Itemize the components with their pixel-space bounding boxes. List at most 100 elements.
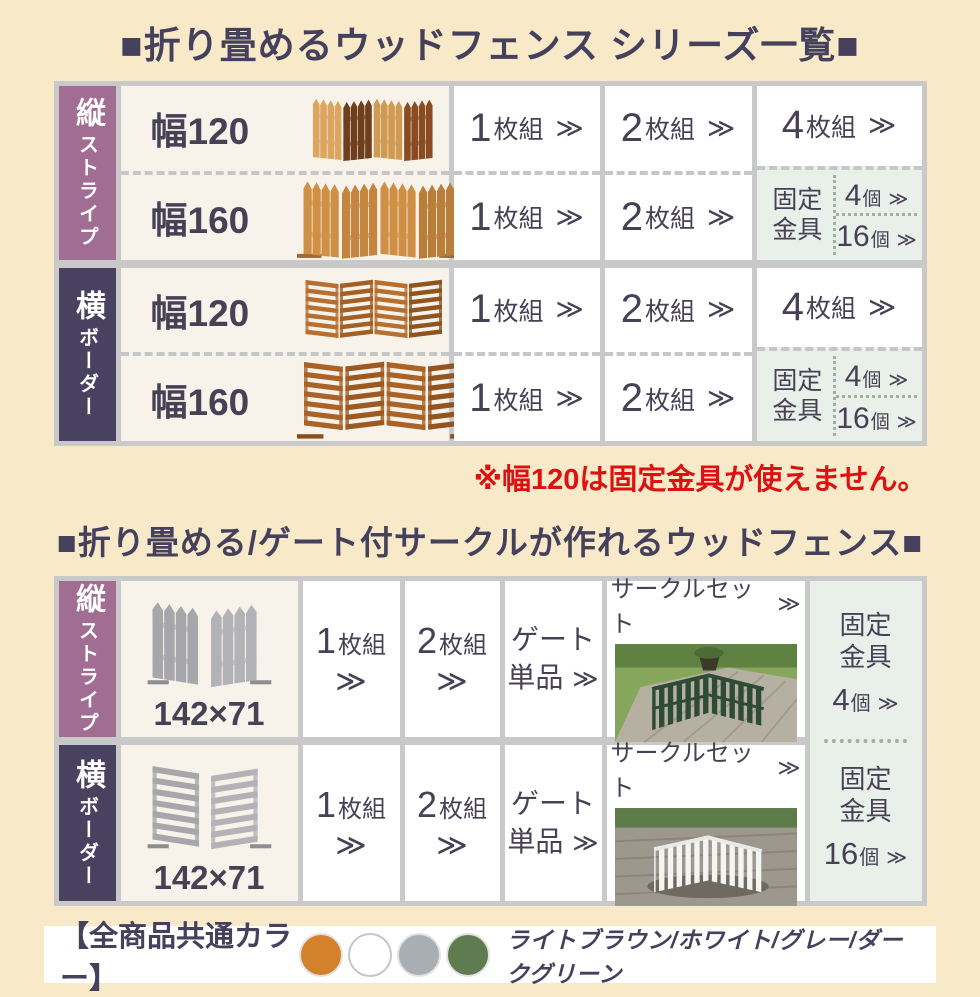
chevron-right-icon: ≫ [555,383,584,414]
chevron-right-icon: ≫ [555,201,584,232]
group-vertical-stripe: 縦 ストライプ 幅120 幅160 [58,86,922,260]
chevron-right-icon: ≫ [707,383,736,414]
product-column: 幅120 幅160 [120,86,464,260]
sidebar-label-sub: ストライプ [75,133,98,249]
sidebar-horizontal-border: 横 ボーダー [58,745,116,901]
size-label: 142×71 [153,694,265,732]
link-hborder-gate[interactable]: ゲート 単品 ≫ [504,745,602,901]
fence-image-hborder-gray [146,758,273,859]
hardware-cell-hborder: 固定 金具 4 個 ≫ 16 個 ≫ [756,347,922,441]
color-names: ライトブラウン/ホワイト/グレー/ダークグリーン [506,926,903,987]
product-column: 幅120 幅160 [120,267,477,441]
link-vstripe-2set[interactable]: 2 枚組 ≫ [404,581,500,737]
link-hborder-w120-1set[interactable]: 1 枚組 ≫ [469,287,584,332]
link-vstripe-1set[interactable]: 1 枚組 ≫ [302,581,400,737]
product-image-cell: 142×71 [120,581,298,737]
color-swatch-light-brown [299,932,344,977]
group-horizontal-border: 横 ボーダー 幅120 幅160 [58,267,922,441]
link-count: 2 [620,105,643,150]
link-vstripe-w160-2set[interactable]: 2 枚組 ≫ [604,170,752,260]
size-label: 幅160 [150,381,250,423]
link-hborder-w160-2set[interactable]: 2 枚組 ≫ [604,352,752,441]
link-hborder-w160-1set[interactable]: 1 枚組 ≫ [453,352,600,441]
chevron-right-icon: ≫ [777,591,801,616]
link-hborder-2set[interactable]: 2 枚組 ≫ [404,745,500,901]
size-label: 幅120 [150,111,250,153]
hardware-cell-vstripe: 固定 金具 4 個 ≫ 16 個 ≫ [756,165,922,260]
sidebar-label-sub: ボーダー [75,326,98,419]
link-hborder-fixing-16[interactable]: 16 個 ≫ [836,394,917,436]
chevron-right-icon: ≫ [335,828,367,862]
fence-image-vstripe-160 [296,172,464,262]
circle-table: 縦 ストライプ 142×71 1 枚組 ≫ 2 枚組 ≫ ゲート 単品 ≫ サークルセ… [53,576,927,906]
chevron-right-icon: ≫ [777,755,801,780]
chevron-right-icon: ≫ [877,692,899,715]
product-image-cell: 142×71 [120,745,298,901]
link-vstripe-w120-2set[interactable]: 2 枚組 ≫ [605,86,752,171]
size-label: 幅120 [150,292,250,334]
link-vstripe-w120-1set[interactable]: 1 枚組 ≫ [454,86,600,171]
link-count: 4 [781,103,804,148]
circle-set-photo-green [614,639,798,749]
link-unit: 枚組 [644,116,695,145]
column-4set-hardware: 4 枚組 ≫ 固定 金具 4 個 ≫ 16 個 ≫ [756,267,922,441]
product-row-v160: 幅160 [120,170,464,260]
link-unit: 枚組 [805,113,856,142]
circle-set-photo-white [614,803,797,913]
link-count: 1 [469,105,492,150]
sidebar-label-main: 横 [71,289,104,320]
link-unit: 枚組 [493,116,544,145]
chevron-right-icon: ≫ [572,665,599,693]
sidebar-label-main: 縦 [71,96,104,127]
color-swatch-dark-green [446,932,491,977]
link-hborder-fixing-4[interactable]: 4 個 ≫ [844,360,909,394]
fence-image-vstripe-120 [297,91,449,165]
size-label: 幅160 [150,200,250,242]
link-count: 2 [620,194,643,239]
link-vstripe-gate[interactable]: ゲート 単品 ≫ [504,581,602,737]
link-vstripe-w120-4set[interactable]: 4 枚組 ≫ [757,86,922,166]
column-4set-hardware: 4 枚組 ≫ 固定 金具 4 個 ≫ 16 個 ≫ [756,86,922,260]
link-vstripe-w160-1set[interactable]: 1 枚組 ≫ [453,170,600,260]
link-unit: 枚組 [644,205,695,234]
sidebar-vertical-stripe: 縦 ストライプ [58,581,116,737]
link-fixing-4[interactable]: 固定 金具 4 個 ≫ [832,609,899,717]
link-vstripe-circle-set[interactable]: サークルセット ≫ [606,576,805,743]
fixing-hardware-column: 固定 金具 4 個 ≫ 固定 金具 16 個 ≫ [809,581,922,901]
chevron-right-icon: ≫ [888,188,909,210]
color-swatch-white [348,932,393,977]
link-fixing-16[interactable]: 固定 金具 16 個 ≫ [823,763,908,871]
color-legend: 【全商品共通カラー】 ライトブラウン/ホワイト/グレー/ダークグリーン [44,921,936,995]
fence-image-hborder-120 [297,274,449,346]
link-hborder-w120-2set[interactable]: 2 枚組 ≫ [620,287,736,332]
color-legend-label: 【全商品共通カラー】 [60,920,293,995]
column-1set: 1 枚組 ≫ 1 枚組 ≫ [453,86,600,260]
hardware-label: 固定 金具 [772,367,823,426]
product-row-h160: 幅160 [120,352,477,441]
product-row-v120: 幅120 [121,86,449,171]
section2-title: ■折り畳める/ゲート付サークルが作れるウッドフェンス■ [56,524,924,561]
series-table: 縦 ストライプ 幅120 幅160 [53,81,927,446]
link-vstripe-fixing-4[interactable]: 4 個 ≫ [844,178,909,212]
link-hborder-circle-set[interactable]: サークルセット ≫ [606,740,805,906]
link-hborder-1set[interactable]: 1 枚組 ≫ [302,745,400,901]
section1-title: ■折り畳めるウッドフェンス シリーズ一覧■ [120,25,860,66]
link-unit: 枚組 [493,205,544,234]
chevron-right-icon: ≫ [868,291,897,322]
chevron-right-icon: ≫ [335,664,367,698]
link-vstripe-fixing-16[interactable]: 16 個 ≫ [836,213,917,254]
sidebar-horizontal-border: 横 ボーダー [58,267,116,441]
chevron-right-icon: ≫ [572,829,599,857]
fence-image-vstripe-gray [146,594,273,695]
chevron-right-icon: ≫ [436,828,468,862]
column-2set: 2 枚組 ≫ 2 枚組 ≫ [604,267,752,441]
chevron-right-icon: ≫ [707,112,736,143]
product-row-h120: 幅120 [121,268,449,353]
link-count: 1 [469,194,492,239]
link-hborder-w120-4set[interactable]: 4 枚組 ≫ [781,284,897,329]
hardware-options: 4 個 ≫ 16 個 ≫ [833,356,917,436]
column-1set: 1 枚組 ≫ 1 枚組 ≫ [453,267,600,441]
chevron-right-icon: ≫ [707,294,736,325]
chevron-right-icon: ≫ [707,201,736,232]
hardware-options: 4 個 ≫ 16 個 ≫ [833,174,917,255]
